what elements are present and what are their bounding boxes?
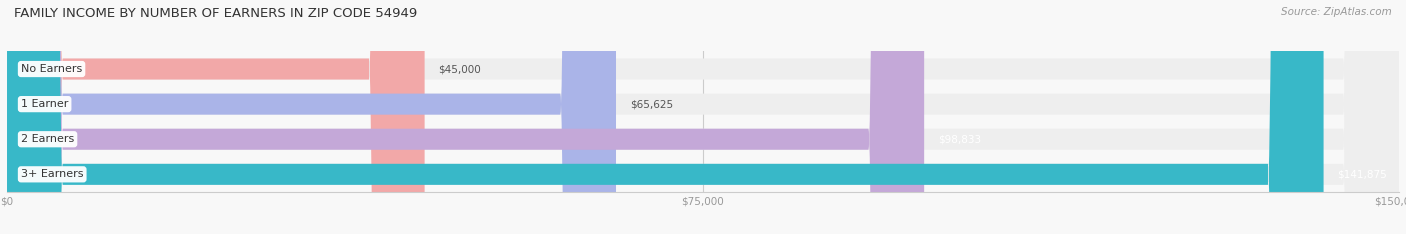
FancyBboxPatch shape: [7, 0, 616, 234]
Text: FAMILY INCOME BY NUMBER OF EARNERS IN ZIP CODE 54949: FAMILY INCOME BY NUMBER OF EARNERS IN ZI…: [14, 7, 418, 20]
Text: 1 Earner: 1 Earner: [21, 99, 69, 109]
FancyBboxPatch shape: [7, 0, 1399, 234]
FancyBboxPatch shape: [7, 0, 924, 234]
Text: No Earners: No Earners: [21, 64, 82, 74]
FancyBboxPatch shape: [7, 0, 425, 234]
Text: 3+ Earners: 3+ Earners: [21, 169, 83, 179]
FancyBboxPatch shape: [7, 0, 1399, 234]
FancyBboxPatch shape: [7, 0, 1399, 234]
Text: $45,000: $45,000: [439, 64, 481, 74]
Text: $65,625: $65,625: [630, 99, 673, 109]
Text: 2 Earners: 2 Earners: [21, 134, 75, 144]
FancyBboxPatch shape: [7, 0, 1323, 234]
Text: $98,833: $98,833: [938, 134, 981, 144]
Text: $141,875: $141,875: [1337, 169, 1388, 179]
FancyBboxPatch shape: [7, 0, 1399, 234]
Text: Source: ZipAtlas.com: Source: ZipAtlas.com: [1281, 7, 1392, 17]
